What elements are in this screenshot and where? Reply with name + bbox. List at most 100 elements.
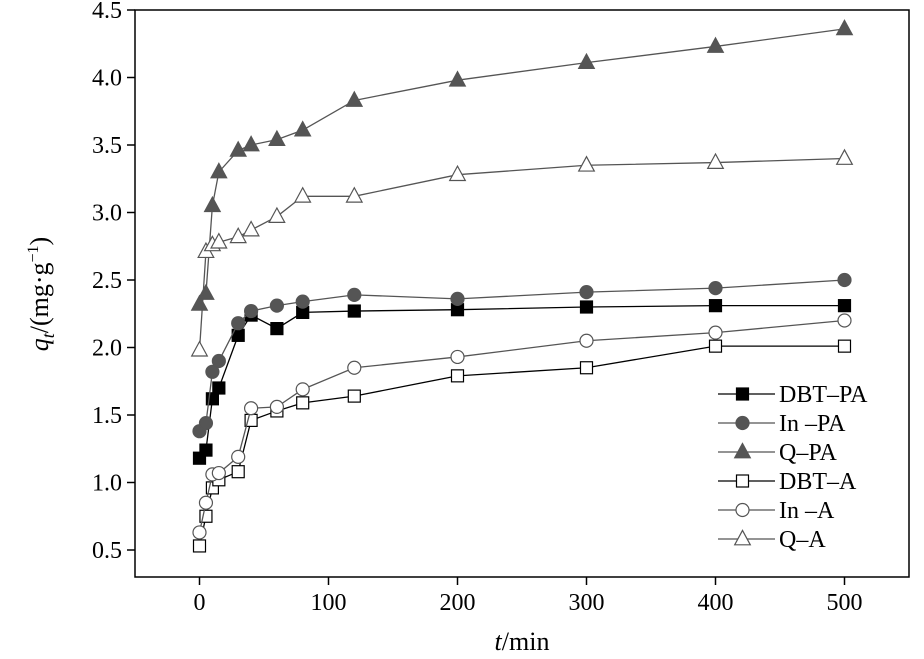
data-point — [269, 399, 284, 414]
data-point — [837, 339, 852, 353]
data-point — [192, 539, 207, 553]
data-point — [190, 294, 209, 311]
plot-frame — [134, 9, 910, 578]
data-point — [293, 120, 312, 137]
data-point — [203, 195, 222, 213]
y-tick-label: 3.5 — [92, 133, 122, 159]
data-point — [450, 369, 465, 383]
data-point — [345, 90, 364, 107]
legend-marker — [733, 529, 752, 546]
y-tick-label: 0.5 — [92, 538, 122, 564]
data-point — [448, 70, 467, 87]
legend-marker — [735, 502, 750, 518]
data-point — [211, 465, 226, 481]
data-point — [345, 186, 364, 203]
legend-marker — [735, 474, 750, 488]
series-0 — [192, 299, 852, 465]
data-point — [231, 465, 245, 479]
series-3 — [192, 339, 852, 553]
y-axis-ticks: 0.5 1.0 1.5 2.0 2.5 3.0 3.5 4.0 4.5 — [92, 0, 135, 564]
legend-item: In –PA — [718, 411, 846, 437]
legend-label: In –PA — [779, 411, 846, 437]
legend-label: Q–PA — [779, 440, 837, 466]
x-axis-label: t/min — [495, 627, 550, 656]
data-point — [706, 152, 725, 169]
data-point — [708, 339, 723, 353]
data-point — [242, 220, 260, 237]
data-point — [205, 364, 220, 379]
legend-item: DBT–PA — [718, 382, 868, 408]
series-line — [198, 28, 845, 305]
data-point — [295, 294, 310, 309]
data-point — [579, 285, 594, 300]
data-point — [835, 19, 854, 36]
series-2 — [190, 19, 854, 311]
data-point — [212, 381, 226, 395]
series-line — [198, 304, 845, 459]
series-line — [198, 157, 845, 351]
legend-item: DBT–A — [718, 469, 857, 495]
data-point — [579, 333, 594, 348]
data-point — [269, 298, 284, 313]
x-tick-label: 300 — [569, 590, 605, 616]
data-point — [708, 281, 723, 296]
y-tick-label: 1.5 — [92, 403, 122, 429]
data-point — [244, 401, 259, 416]
y-tick-label: 3.0 — [92, 201, 122, 227]
y-tick-label: 4.0 — [92, 66, 122, 92]
data-point — [211, 353, 226, 369]
data-point — [577, 155, 596, 172]
x-tick-label: 100 — [311, 590, 347, 616]
data-point — [270, 322, 284, 336]
data-point — [198, 416, 214, 431]
data-point — [268, 206, 286, 223]
data-point — [835, 148, 854, 165]
legend-label: DBT–A — [779, 469, 857, 495]
data-point — [837, 299, 852, 313]
data-point — [244, 303, 259, 319]
y-tick-label: 1.0 — [92, 471, 122, 497]
data-point — [293, 186, 312, 203]
x-tick-label: 400 — [698, 590, 734, 616]
data-point — [197, 283, 215, 300]
data-point — [837, 272, 852, 288]
series-5 — [190, 148, 854, 357]
data-point — [347, 360, 362, 375]
data-point — [268, 129, 286, 146]
data-point — [229, 226, 248, 244]
data-point — [190, 340, 209, 357]
series-line — [198, 345, 845, 547]
series-4 — [192, 313, 852, 540]
data-point — [448, 164, 467, 182]
y-tick-label: 2.0 — [92, 336, 122, 362]
data-point — [579, 361, 594, 375]
legend-label: Q–A — [779, 527, 826, 553]
data-point — [229, 140, 248, 157]
legend-marker — [735, 387, 750, 401]
legend-item: In –A — [718, 498, 835, 524]
legend-label: DBT–PA — [779, 382, 868, 408]
data-point — [708, 325, 723, 340]
data-point — [347, 389, 361, 403]
data-point — [231, 449, 246, 464]
legend: DBT–PA In –PA Q–PA DBT–A In –A Q–A — [718, 382, 868, 553]
x-axis-ticks: 0 100 200 300 400 500 — [194, 577, 863, 616]
data-point — [242, 135, 260, 152]
data-point — [579, 300, 594, 314]
data-point — [577, 52, 596, 70]
x-tick-label: 200 — [440, 590, 476, 616]
x-tick-label: 0 — [194, 590, 206, 616]
data-point — [708, 299, 723, 313]
data-point — [192, 525, 207, 540]
data-point — [198, 495, 214, 510]
legend-marker — [735, 415, 750, 431]
legend-marker — [733, 442, 752, 459]
series-layer — [190, 19, 854, 553]
x-tick-label: 500 — [827, 590, 863, 616]
y-tick-label: 4.5 — [92, 0, 122, 24]
y-axis-label: qt/(mg·g−1) — [25, 237, 58, 351]
y-tick-label: 2.5 — [92, 268, 122, 294]
data-point — [837, 313, 852, 328]
data-point — [296, 396, 310, 410]
